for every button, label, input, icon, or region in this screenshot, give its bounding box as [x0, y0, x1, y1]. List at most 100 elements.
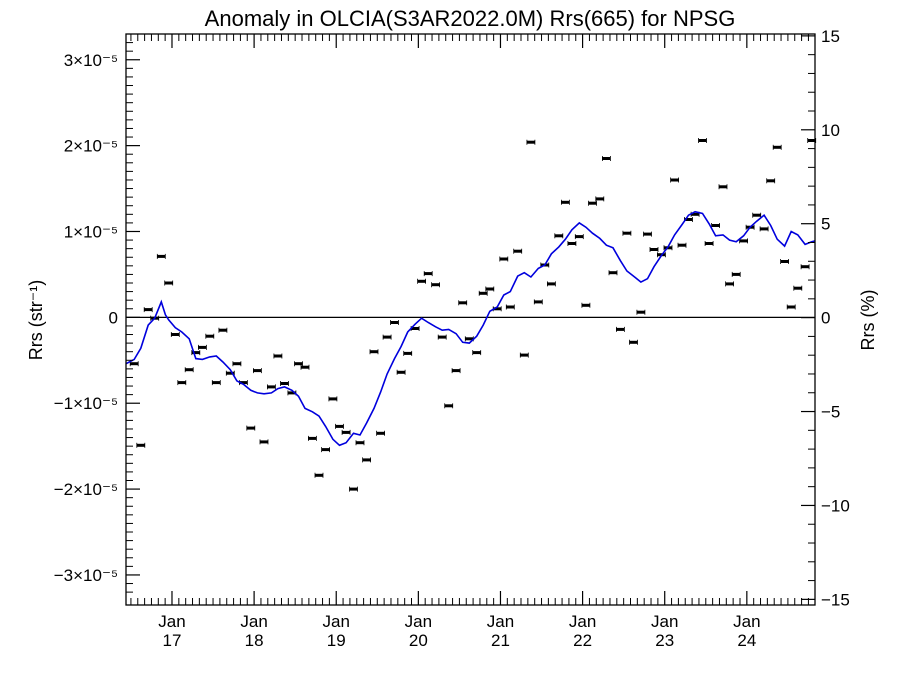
data-point-marker: [616, 327, 625, 331]
data-point-marker: [390, 321, 399, 324]
x-tick-label-month: Jan: [651, 612, 678, 631]
data-point: [417, 278, 427, 284]
data-point: [300, 364, 310, 370]
data-point-marker: [773, 145, 782, 149]
data-point-marker: [417, 279, 426, 283]
y-right-tick-label: 10: [821, 121, 840, 140]
y-left-tick-label: 2×10⁻⁵: [64, 137, 118, 156]
data-point-marker: [793, 286, 802, 290]
data-point-marker: [144, 308, 153, 312]
chart-title: Anomaly in OLCIA(S3AR2022.0M) Rrs(665) f…: [205, 6, 736, 31]
data-point-marker: [595, 197, 604, 201]
data-point: [273, 353, 283, 359]
y-left-tick-label: 0: [109, 308, 118, 327]
data-point: [561, 199, 570, 205]
data-point: [478, 290, 488, 296]
data-point-marker: [191, 351, 200, 355]
data-point-marker: [458, 301, 467, 305]
data-point-marker: [403, 351, 412, 355]
y-right-tick-label: 15: [821, 27, 840, 46]
data-point: [307, 435, 317, 441]
x-tick-label-year: 22: [573, 631, 592, 650]
y-right-tick-label: −5: [821, 403, 840, 422]
data-point-marker: [575, 235, 584, 239]
data-point: [807, 138, 817, 143]
data-point: [197, 344, 207, 350]
y-axis-label-left: Rrs (str⁻¹): [26, 280, 46, 360]
data-point: [574, 234, 584, 240]
data-point: [376, 430, 386, 436]
data-point: [505, 304, 515, 310]
data-point: [718, 184, 728, 190]
data-point-marker: [499, 257, 508, 261]
data-point-marker: [513, 249, 522, 253]
data-point-marker: [349, 487, 358, 491]
data-point: [533, 299, 543, 305]
data-point: [739, 238, 748, 244]
data-point-marker: [581, 303, 590, 307]
data-point-marker: [534, 300, 543, 304]
data-point: [602, 156, 611, 161]
data-point: [205, 333, 215, 339]
data-point-marker: [554, 234, 563, 238]
data-point: [698, 138, 707, 143]
data-point: [608, 270, 618, 276]
y-left-tick-label: −1×10⁻⁵: [54, 394, 118, 413]
data-point-marker: [411, 327, 420, 330]
axes: 3×10⁻⁵ 2×10⁻⁵ 1×10⁻⁵ 0 −1×10⁻⁵ −2×10⁻⁵ −3×10⁻⁵…: [54, 27, 850, 650]
data-point: [218, 327, 228, 333]
x-tick-label-year: 21: [491, 631, 510, 650]
data-point: [629, 339, 638, 345]
data-point: [164, 280, 174, 286]
data-point-marker: [226, 371, 235, 375]
x-tick-label-month: Jan: [158, 612, 185, 631]
data-point: [266, 384, 276, 390]
data-point-marker: [280, 382, 289, 385]
data-point-marker: [431, 283, 440, 287]
data-point: [362, 457, 372, 463]
data-point: [232, 361, 242, 367]
data-point-marker: [760, 227, 769, 231]
data-point: [451, 368, 461, 374]
x-tick-label-month: Jan: [240, 612, 267, 631]
data-point: [711, 223, 720, 228]
data-point: [390, 320, 399, 325]
x-tick-label-month: Jan: [569, 612, 596, 631]
y-right-tick-label: −10: [821, 496, 850, 515]
data-point: [616, 326, 625, 332]
data-point-marker: [321, 448, 330, 452]
data-point: [355, 440, 365, 446]
y-right-tick-label: −15: [821, 590, 850, 609]
data-point-marker: [739, 239, 748, 243]
data-point: [437, 334, 447, 340]
data-point-marker: [801, 265, 810, 269]
data-point: [280, 381, 289, 386]
data-point-marker: [362, 458, 371, 462]
y-left-tick-label: 3×10⁻⁵: [64, 51, 118, 70]
data-point-marker: [253, 369, 262, 373]
data-point: [800, 264, 810, 270]
data-point-marker: [246, 426, 255, 430]
data-point-marker: [205, 334, 214, 338]
data-point: [136, 442, 146, 448]
data-point: [731, 271, 741, 277]
data-point-marker: [315, 473, 323, 477]
data-point: [341, 429, 351, 435]
data-point-marker: [629, 340, 638, 344]
data-point-marker: [218, 328, 227, 332]
y-left-tick-label: 1×10⁻⁵: [64, 222, 118, 241]
y-right-tick-label: 5: [821, 215, 830, 234]
data-point: [321, 447, 331, 453]
data-point-marker: [342, 430, 351, 434]
data-point-marker: [493, 307, 502, 311]
data-point: [328, 396, 338, 402]
data-point: [547, 281, 556, 287]
data-point: [259, 439, 269, 445]
data-point-marker: [561, 200, 570, 204]
data-point-marker: [711, 224, 720, 227]
data-point-marker: [705, 242, 714, 245]
data-point: [554, 233, 564, 239]
data-point: [444, 403, 454, 409]
data-point: [252, 368, 262, 374]
data-point-marker: [588, 201, 597, 205]
